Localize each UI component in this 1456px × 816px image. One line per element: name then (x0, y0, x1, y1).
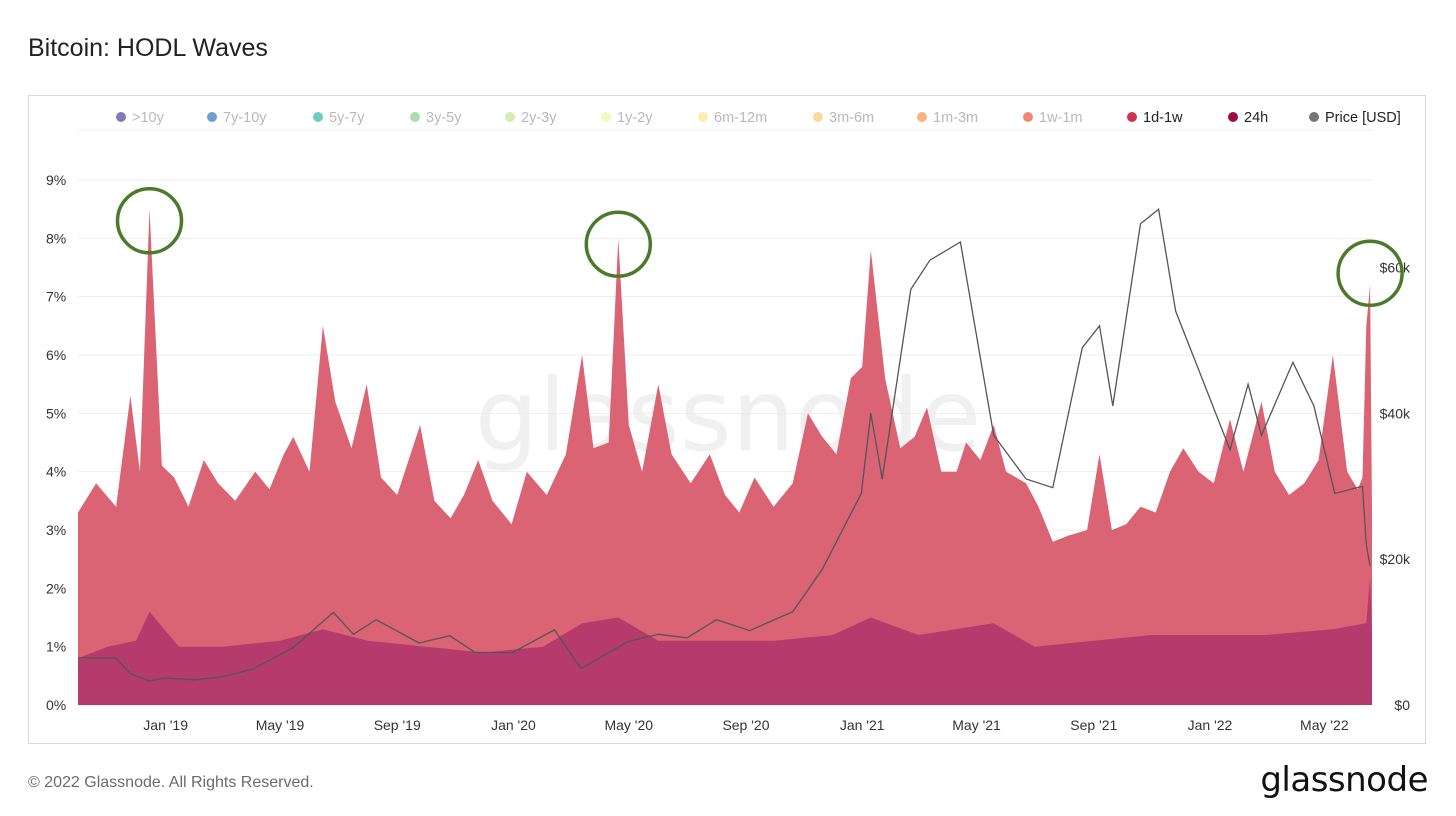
highlight-circle-1 (115, 187, 184, 255)
x-tick: Jan '21 (840, 717, 885, 733)
legend-swatch (813, 112, 823, 122)
legend-label: 1m-3m (933, 110, 979, 126)
area-24h (78, 576, 1372, 705)
y-right-tick: $40k (1380, 405, 1411, 421)
x-tick: Sep '19 (374, 717, 421, 733)
legend-label: 1y-2y (617, 110, 653, 126)
legend-label: 1d-1w (1143, 110, 1183, 126)
x-tick: Jan '20 (491, 717, 536, 733)
x-tick: Jan '19 (143, 717, 188, 733)
y-left-tick: 9% (46, 172, 66, 188)
legend-swatch (410, 112, 420, 122)
y-left-tick: 2% (46, 580, 66, 596)
legend-label: Price [USD] (1325, 110, 1401, 126)
x-tick: May '21 (952, 717, 1001, 733)
legend-item-1m-3m[interactable]: 1m-3m (917, 110, 978, 126)
y-left-tick: 0% (46, 697, 66, 713)
legend-label: 5y-7y (329, 110, 365, 126)
y-left-tick: 7% (46, 289, 66, 305)
legend-item-1d-1w[interactable]: 1d-1w (1127, 110, 1183, 126)
legend-item--10y[interactable]: >10y (116, 110, 164, 126)
x-tick: Sep '21 (1070, 717, 1117, 733)
chart-title: Bitcoin: HODL Waves (28, 34, 268, 62)
area-1d-1w (78, 209, 1372, 705)
y-left-tick: 5% (46, 405, 66, 421)
legend-item-1y-2y[interactable]: 1y-2y (601, 110, 652, 126)
price-line-group (77, 207, 1371, 682)
legend-label: 3y-5y (426, 110, 462, 126)
legend-label: 7y-10y (223, 110, 267, 126)
legend-label: >10y (132, 110, 164, 126)
y-left-tick: 8% (46, 230, 66, 246)
y-left-tick: 4% (46, 464, 66, 480)
copyright-text: © 2022 Glassnode. All Rights Reserved. (28, 774, 314, 791)
y-left-tick: 6% (46, 347, 66, 363)
legend-item-6m-12m[interactable]: 6m-12m (698, 110, 767, 126)
legend-label: 3m-6m (829, 110, 875, 126)
legend-item-3y-5y[interactable]: 3y-5y (410, 110, 461, 126)
legend-swatch (505, 112, 515, 122)
legend-swatch (1127, 112, 1137, 122)
area-series (78, 209, 1372, 705)
y-right-tick: $0 (1394, 697, 1410, 713)
chart-legend: >10y 7y-10y 5y-7y 3y-5y 2y-3y 1y-2y 6m-12m 3m-6… (0, 110, 1456, 128)
brand-logo: glassnode (1260, 760, 1428, 800)
legend-label: 1w-1m (1039, 110, 1083, 126)
x-tick: Jan '22 (1188, 717, 1233, 733)
legend-item-24h[interactable]: 24h (1228, 110, 1268, 126)
legend-label: 24h (1244, 110, 1269, 126)
highlight-circle-3 (1336, 239, 1404, 308)
x-tick: May '19 (256, 717, 305, 733)
legend-swatch (1023, 112, 1033, 122)
y-right-tick: $20k (1380, 551, 1411, 567)
highlight-circle-2 (584, 210, 653, 278)
legend-item-7y-10y[interactable]: 7y-10y (207, 110, 267, 126)
legend-swatch (1309, 112, 1319, 122)
legend-swatch (698, 112, 708, 122)
x-tick: May '20 (604, 717, 653, 733)
y-left-tick: 3% (46, 522, 66, 538)
legend-swatch (1228, 112, 1238, 122)
legend-swatch (116, 112, 126, 122)
legend-item-2y-3y[interactable]: 2y-3y (505, 110, 556, 126)
x-tick: May '22 (1300, 717, 1349, 733)
y-right-tick: $60k (1380, 260, 1411, 276)
y-left-tick: 1% (46, 639, 66, 655)
legend-swatch (207, 112, 217, 122)
legend-swatch (313, 112, 323, 122)
legend-label: 6m-12m (714, 110, 768, 126)
legend-item-price-usd-[interactable]: Price [USD] (1309, 110, 1401, 126)
legend-item-3m-6m[interactable]: 3m-6m (813, 110, 874, 126)
legend-swatch (917, 112, 927, 122)
x-tick: Sep '20 (722, 717, 769, 733)
price-line (77, 207, 1371, 682)
legend-swatch (601, 112, 611, 122)
annotation-circles (115, 187, 1404, 308)
legend-item-1w-1m[interactable]: 1w-1m (1023, 110, 1083, 126)
legend-label: 2y-3y (521, 110, 557, 126)
chart-frame (28, 95, 1426, 744)
legend-item-5y-7y[interactable]: 5y-7y (313, 110, 364, 126)
